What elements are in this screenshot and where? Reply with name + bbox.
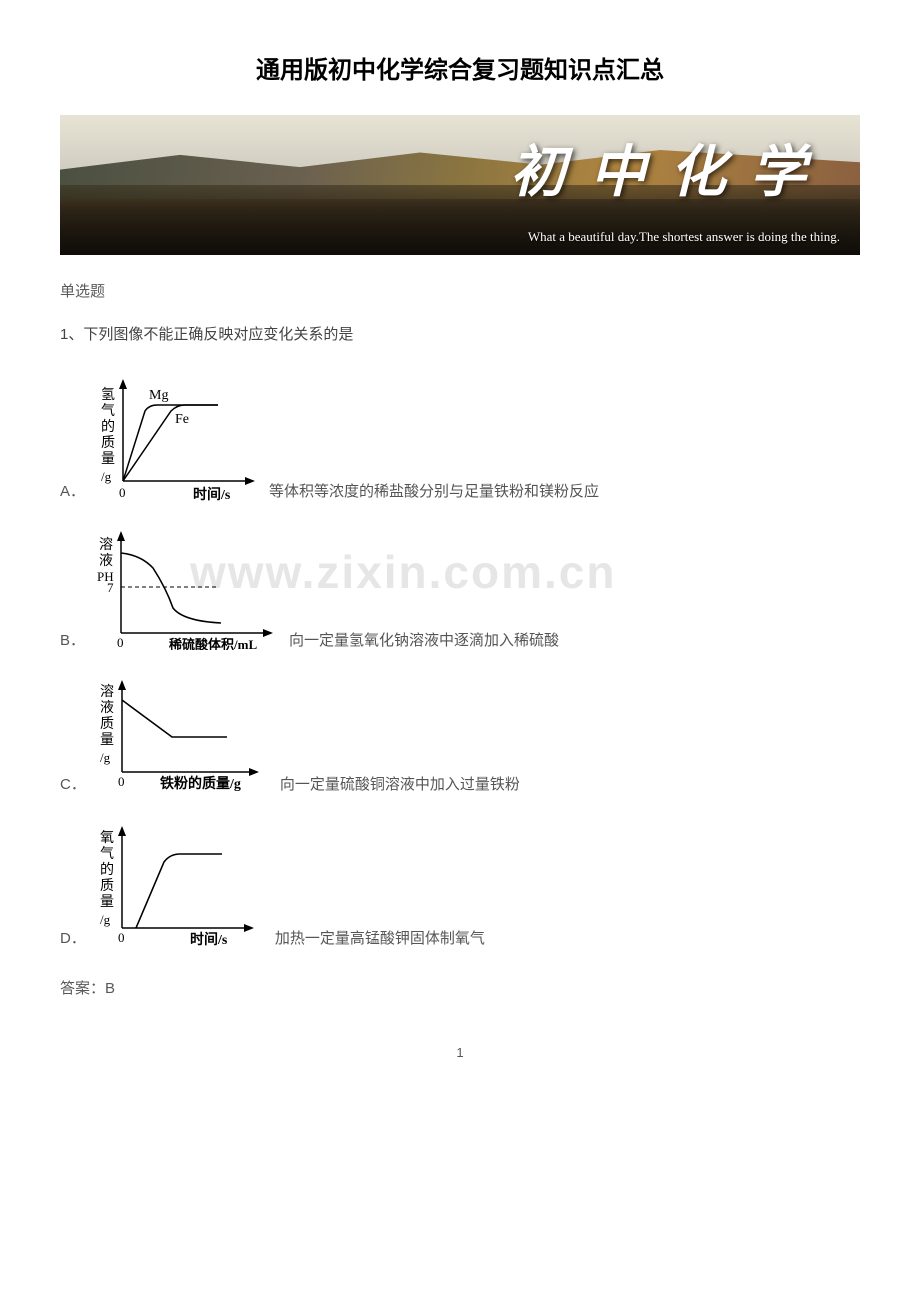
svg-text:0: 0	[118, 774, 125, 789]
option-c-desc: 向一定量硫酸铜溶液中加入过量铁粉	[280, 773, 520, 798]
option-b: B． 溶 液 PH 7 0	[60, 525, 860, 654]
svg-text:气: 气	[100, 846, 114, 862]
page-number: 1	[60, 1045, 860, 1060]
option-a-graph: 氢 气 的 质 量 /g Mg Fe 0 时间/s	[93, 371, 263, 505]
section-label: 单选题	[60, 275, 860, 308]
option-a: A． 氢 气 的 质 量 /g Mg	[60, 371, 860, 505]
svg-text:时间/s: 时间/s	[193, 486, 231, 501]
option-b-desc: 向一定量氢氧化钠溶液中逐滴加入稀硫酸	[289, 629, 559, 654]
svg-text:液: 液	[100, 700, 114, 716]
svg-text:0: 0	[119, 485, 126, 500]
option-b-label: B．	[60, 629, 85, 654]
svg-text:量: 量	[101, 451, 115, 467]
svg-text:/g: /g	[100, 750, 111, 765]
svg-text:Mg: Mg	[149, 388, 168, 403]
option-c: C． 溶 液 质 量 /g 0 铁粉的质量/g	[60, 674, 860, 798]
banner-image: 初中化学 What a beautiful day.The shortest a…	[60, 115, 860, 255]
svg-text:质: 质	[101, 435, 115, 451]
svg-text:气: 气	[101, 403, 115, 419]
svg-text:/g: /g	[101, 469, 112, 484]
svg-text:量: 量	[100, 894, 114, 910]
svg-text:7: 7	[107, 580, 114, 595]
svg-text:的: 的	[100, 862, 114, 878]
svg-text:时间/s: 时间/s	[190, 931, 228, 948]
banner-subtitle: What a beautiful day.The shortest answer…	[528, 229, 840, 245]
svg-text:Fe: Fe	[175, 412, 189, 427]
svg-text:量: 量	[100, 732, 114, 748]
svg-text:/g: /g	[100, 912, 111, 927]
svg-text:溶: 溶	[100, 684, 114, 700]
answer-text: 答案：B	[60, 972, 860, 1005]
option-d: D． 氧 气 的 质 量 /g 0 时间/s	[60, 818, 860, 952]
svg-text:的: 的	[101, 419, 115, 435]
option-c-label: C．	[60, 773, 86, 798]
option-a-label: A．	[60, 480, 85, 505]
option-d-label: D．	[60, 927, 86, 952]
svg-text:质: 质	[100, 878, 114, 894]
svg-text:铁粉的质量/g: 铁粉的质量/g	[160, 775, 241, 792]
svg-text:液: 液	[99, 553, 113, 569]
option-b-graph: 溶 液 PH 7 0 稀硫酸体积/mL	[93, 525, 283, 654]
svg-text:溶: 溶	[99, 537, 113, 553]
svg-text:氢: 氢	[101, 387, 115, 403]
option-c-graph: 溶 液 质 量 /g 0 铁粉的质量/g	[94, 674, 274, 798]
banner-calligraphy-text: 初中化学	[510, 127, 830, 208]
option-d-desc: 加热一定量高锰酸钾固体制氧气	[275, 927, 485, 952]
svg-text:稀硫酸体积/mL: 稀硫酸体积/mL	[169, 637, 257, 650]
page-title: 通用版初中化学综合复习题知识点汇总	[60, 50, 860, 85]
question-number: 1、	[60, 326, 83, 343]
option-d-graph: 氧 气 的 质 量 /g 0 时间/s	[94, 818, 269, 952]
option-a-desc: 等体积等浓度的稀盐酸分别与足量铁粉和镁粉反应	[269, 480, 599, 505]
question-text: 1、下列图像不能正确反映对应变化关系的是	[60, 318, 860, 351]
question-body: 下列图像不能正确反映对应变化关系的是	[83, 326, 353, 343]
svg-text:0: 0	[118, 930, 125, 945]
svg-text:质: 质	[100, 716, 114, 732]
svg-text:氧: 氧	[100, 830, 114, 846]
svg-text:0: 0	[117, 635, 124, 650]
